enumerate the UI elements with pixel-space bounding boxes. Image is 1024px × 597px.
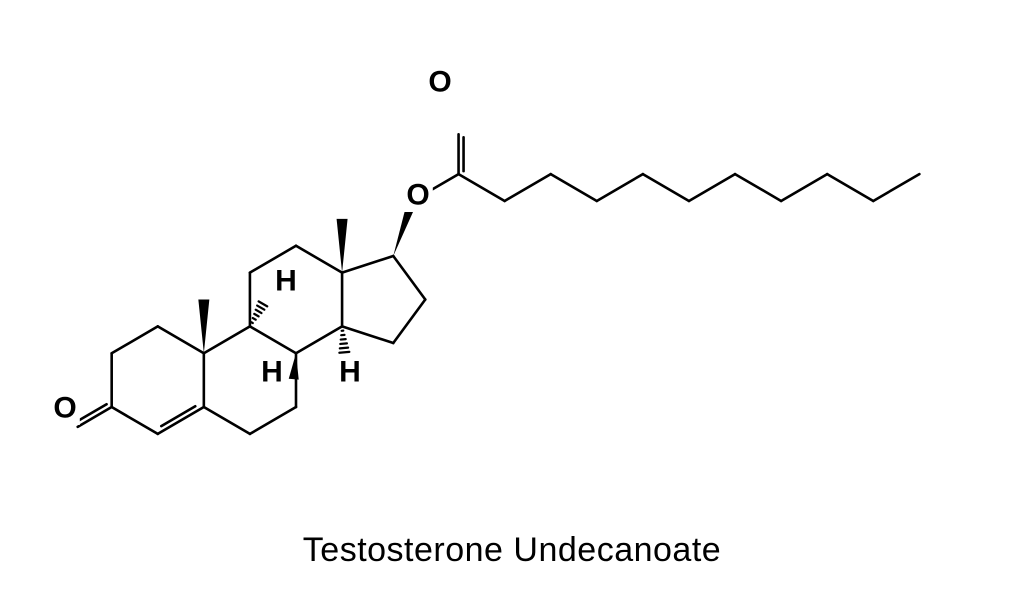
svg-text:O: O	[406, 179, 429, 212]
molecule-diagram: O O O H H H	[0, 0, 1024, 500]
svg-text:H: H	[275, 265, 297, 298]
svg-text:O: O	[53, 392, 76, 425]
svg-text:H: H	[339, 356, 361, 389]
svg-text:O: O	[428, 66, 451, 99]
figure-container: O O O H H H Testosterone Undecanoate	[0, 0, 1024, 597]
compound-caption: Testosterone Undecanoate	[0, 531, 1024, 570]
svg-text:H: H	[261, 356, 283, 389]
